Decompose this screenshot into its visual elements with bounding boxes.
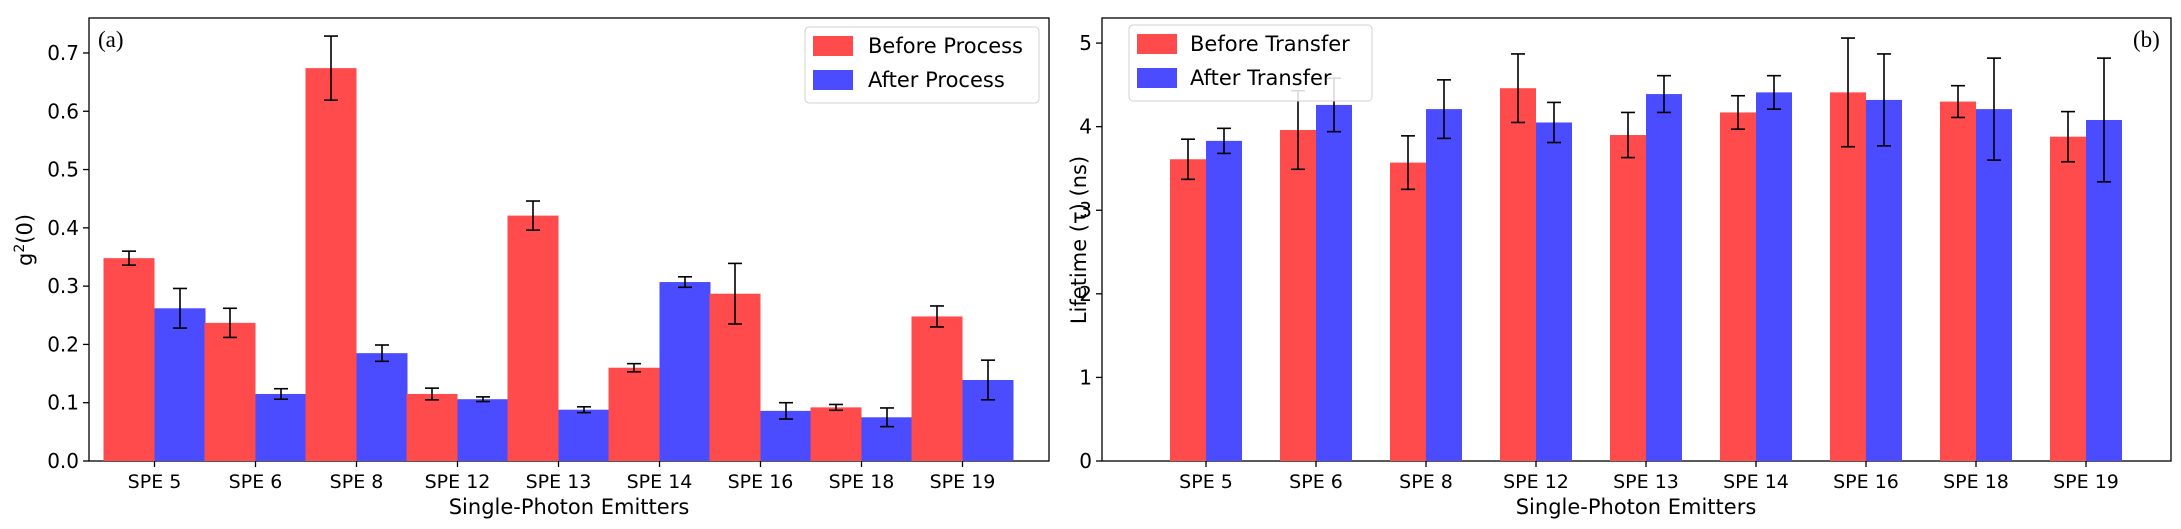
panel-a: (a) Single-Photon Emitters g2(0) 0.00.10… — [12, 17, 1050, 519]
bars-a — [103, 68, 1014, 462]
y-tick-label: 1 — [1079, 365, 1092, 389]
bar-after-process — [659, 282, 711, 461]
x-tick-label: SPE 19 — [2053, 471, 2119, 493]
x-tick-label: SPE 14 — [1723, 471, 1789, 493]
y-tick-label: 0 — [1079, 449, 1092, 473]
x-axis-label-a: Single-Photon Emitters — [449, 495, 690, 519]
y-axis-label-a-tail: (0) — [13, 214, 37, 244]
bar-before-transfer — [1500, 88, 1536, 462]
legend-box-b — [1128, 24, 1373, 102]
y-axis-label-a: g2(0) — [12, 214, 37, 266]
y-tick-label: 0.0 — [47, 449, 79, 473]
bars-b — [1170, 88, 2122, 462]
panel-label-b: (b) — [2133, 27, 2160, 52]
legend-swatch-after-transfer — [1137, 68, 1177, 88]
x-tick-label: SPE 8 — [1399, 471, 1453, 493]
y-tick-label: 0.2 — [47, 332, 79, 356]
legend-label-before-transfer: Before Transfer — [1190, 32, 1350, 56]
bar-after-transfer — [1756, 92, 1792, 461]
x-tick-label: SPE 19 — [930, 471, 996, 493]
legend-swatch-before-transfer — [1137, 34, 1177, 54]
bar-before-process — [204, 322, 256, 461]
bar-before-transfer — [1280, 130, 1316, 461]
x-tick-label: SPE 6 — [1289, 471, 1343, 493]
y-tick-label: 0.5 — [47, 158, 79, 182]
bar-after-process — [255, 393, 307, 461]
bar-before-transfer — [1940, 101, 1976, 462]
y-tick-label: 0.6 — [47, 99, 79, 123]
bar-after-process — [457, 399, 509, 461]
legend-swatch-after-process — [813, 70, 853, 90]
y-ticks-a: 0.0 0.1 0.2 0.3 0.4 0.5 0.6 0.7 — [47, 41, 89, 473]
bar-after-transfer — [1316, 104, 1352, 462]
bar-after-transfer — [1866, 99, 1902, 461]
legend-box-a — [804, 26, 1040, 104]
y-tick-label: 3 — [1079, 198, 1092, 222]
bar-before-transfer — [1720, 112, 1756, 462]
bar-before-transfer — [1610, 135, 1646, 462]
panel-b: (b) Single-Photon Emitters Lifetime (τ) … — [1067, 17, 2172, 519]
bar-before-process — [608, 367, 660, 461]
bar-before-transfer — [2050, 136, 2086, 462]
legend-a: Before Process After Process — [804, 26, 1040, 104]
legend-swatch-before-process — [813, 36, 853, 56]
x-tick-label: SPE 5 — [1179, 471, 1233, 493]
legend-label-before-process: Before Process — [868, 34, 1023, 58]
y-tick-label: 0.1 — [47, 391, 79, 415]
error-bars-b — [1181, 37, 2111, 191]
x-ticks-b: SPE 5 SPE 6 SPE 8 SPE 12 SPE 13 SPE 14 SPE 16 S… — [1179, 461, 2119, 493]
bar-after-transfer — [1976, 109, 2012, 461]
bar-after-process — [154, 308, 206, 461]
y-tick-label: 0.4 — [47, 216, 79, 240]
x-axis-label-b: Single-Photon Emitters — [1516, 495, 1757, 519]
bar-after-transfer — [1206, 140, 1242, 461]
bar-after-process — [558, 409, 610, 461]
bar-before-process — [810, 407, 862, 461]
x-tick-label: SPE 16 — [728, 471, 794, 493]
y-axis-label-a-base: g — [13, 253, 37, 266]
bar-before-transfer — [1390, 162, 1426, 462]
y-tick-label: 5 — [1079, 31, 1092, 55]
y-tick-label: 0.3 — [47, 274, 79, 298]
y-tick-label: 2 — [1079, 282, 1092, 306]
y-axis-label-a-sup: 2 — [12, 244, 28, 253]
bar-after-transfer — [1536, 122, 1572, 461]
bar-before-process — [507, 215, 559, 461]
legend-b: Before Transfer After Transfer — [1128, 24, 1373, 102]
x-tick-label: SPE 16 — [1833, 471, 1899, 493]
error-bars-a — [122, 35, 995, 428]
legend-label-after-transfer: After Transfer — [1190, 66, 1332, 90]
legend-label-after-process: After Process — [868, 68, 1005, 92]
bar-after-process — [356, 353, 408, 461]
x-ticks-a: SPE 5 SPE 6 SPE 8 SPE 12 SPE 13 SPE 14 SPE 16 S… — [128, 461, 996, 493]
x-tick-label: SPE 8 — [330, 471, 384, 493]
x-tick-label: SPE 12 — [425, 471, 491, 493]
x-tick-label: SPE 13 — [526, 471, 592, 493]
x-tick-label: SPE 5 — [128, 471, 182, 493]
x-tick-label: SPE 18 — [829, 471, 895, 493]
x-tick-label: SPE 18 — [1943, 471, 2009, 493]
y-ticks-b: 0 1 2 3 4 5 — [1079, 31, 1102, 473]
bar-after-transfer — [1646, 94, 1682, 462]
x-tick-label: SPE 6 — [229, 471, 283, 493]
bar-before-process — [911, 316, 963, 461]
bar-before-process — [305, 68, 357, 462]
x-tick-label: SPE 12 — [1503, 471, 1569, 493]
bar-before-process — [406, 393, 458, 461]
x-tick-label: SPE 14 — [627, 471, 693, 493]
y-tick-label: 0.7 — [47, 41, 79, 65]
y-axis-label-b: Lifetime (τ) (ns) — [1067, 156, 1091, 324]
bar-before-transfer — [1170, 159, 1206, 461]
bar-before-process — [103, 258, 155, 461]
bar-before-transfer — [1830, 92, 1866, 461]
y-tick-label: 4 — [1079, 115, 1092, 139]
panel-label-a: (a) — [98, 27, 124, 52]
x-tick-label: SPE 13 — [1613, 471, 1679, 493]
bar-after-transfer — [1426, 109, 1462, 461]
